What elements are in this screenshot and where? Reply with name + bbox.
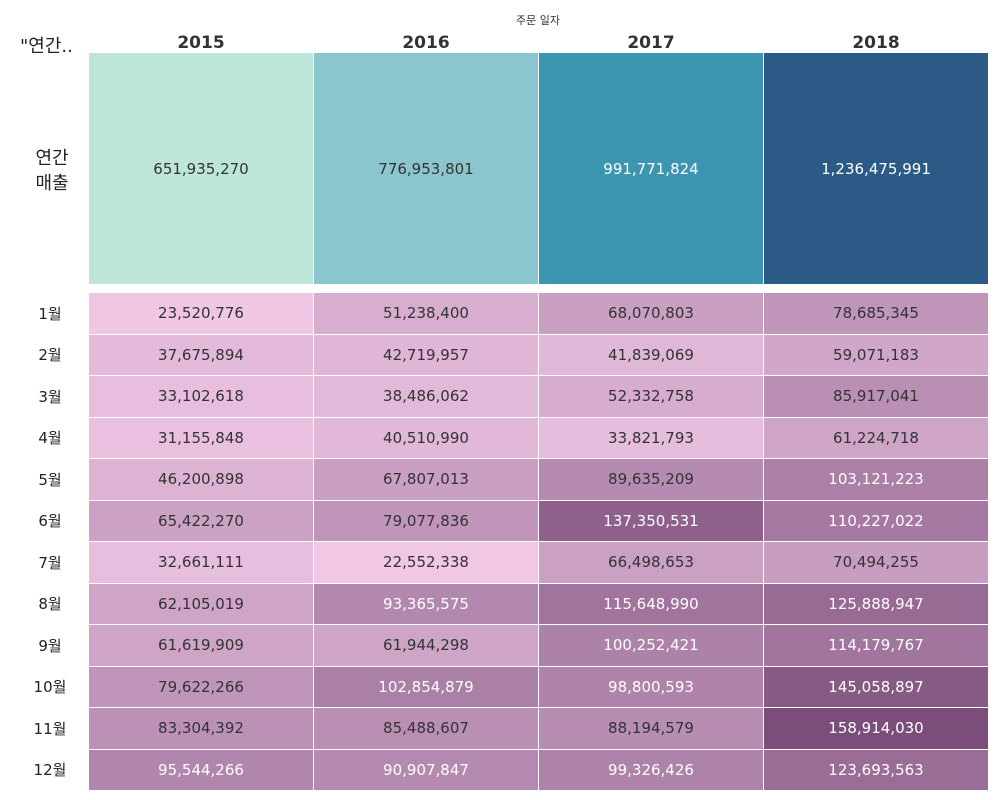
month-cell[interactable]: 90,907,847	[314, 749, 538, 790]
annual-cell-2015[interactable]: 651,935,270	[89, 53, 313, 284]
month-cell[interactable]: 98,800,593	[539, 666, 763, 707]
annual-label-line1: 연간	[35, 148, 69, 169]
month-cell[interactable]: 46,200,898	[89, 459, 313, 500]
month-cell[interactable]: 37,675,894	[89, 334, 313, 375]
annual-cell-2016[interactable]: 776,953,801	[314, 53, 538, 284]
column-header-2018[interactable]: 2018	[852, 33, 900, 53]
month-label[interactable]: 5월	[38, 470, 62, 489]
annual-cell-2018[interactable]: 1,236,475,991	[764, 53, 988, 284]
month-cell[interactable]: 70,494,255	[764, 542, 988, 583]
month-cell[interactable]: 66,498,653	[539, 542, 763, 583]
month-cell[interactable]: 114,179,767	[764, 625, 988, 666]
month-cell[interactable]: 67,807,013	[314, 459, 538, 500]
month-cell[interactable]: 51,238,400	[314, 293, 538, 334]
month-cell[interactable]: 89,635,209	[539, 459, 763, 500]
column-header-2017[interactable]: 2017	[627, 33, 675, 53]
month-cell[interactable]: 78,685,345	[764, 293, 988, 334]
month-cell[interactable]: 61,619,909	[89, 625, 313, 666]
month-cell[interactable]: 83,304,392	[89, 708, 313, 749]
month-cell[interactable]: 85,488,607	[314, 708, 538, 749]
annual-cell-2017[interactable]: 991,771,824	[539, 53, 763, 284]
month-cell[interactable]: 59,071,183	[764, 334, 988, 375]
month-cell[interactable]: 158,914,030	[764, 708, 988, 749]
month-cell[interactable]: 88,194,579	[539, 708, 763, 749]
month-cell[interactable]: 23,520,776	[89, 293, 313, 334]
month-cell[interactable]: 79,622,266	[89, 666, 313, 707]
annual-sales-label: 연간 매출	[22, 146, 82, 196]
month-cell[interactable]: 99,326,426	[539, 749, 763, 790]
month-cell[interactable]: 93,365,575	[314, 583, 538, 624]
column-header-2016[interactable]: 2016	[402, 33, 450, 53]
month-cell[interactable]: 68,070,803	[539, 293, 763, 334]
month-cell[interactable]: 41,839,069	[539, 334, 763, 375]
month-cell[interactable]: 145,058,897	[764, 666, 988, 707]
month-cell[interactable]: 79,077,836	[314, 500, 538, 541]
month-cell[interactable]: 40,510,990	[314, 417, 538, 458]
month-label[interactable]: 12월	[33, 761, 67, 780]
column-axis-title: 주문 일자	[516, 14, 560, 27]
month-cell[interactable]: 125,888,947	[764, 583, 988, 624]
month-cell[interactable]: 42,719,957	[314, 334, 538, 375]
month-cell[interactable]: 62,105,019	[89, 583, 313, 624]
month-cell[interactable]: 110,227,022	[764, 500, 988, 541]
column-header-2015[interactable]: 2015	[177, 33, 225, 53]
month-label[interactable]: 1월	[38, 304, 62, 323]
month-cell[interactable]: 31,155,848	[89, 417, 313, 458]
month-cell[interactable]: 103,121,223	[764, 459, 988, 500]
month-label[interactable]: 3월	[38, 387, 62, 406]
month-label[interactable]: 10월	[33, 678, 67, 697]
month-cell[interactable]: 32,661,111	[89, 542, 313, 583]
month-label[interactable]: 8월	[38, 595, 62, 614]
month-cell[interactable]: 33,821,793	[539, 417, 763, 458]
row-header-title[interactable]: "연간..	[20, 36, 73, 57]
month-cell[interactable]: 61,944,298	[314, 625, 538, 666]
month-label[interactable]: 4월	[38, 429, 62, 448]
month-cell[interactable]: 52,332,758	[539, 376, 763, 417]
month-cell[interactable]: 33,102,618	[89, 376, 313, 417]
month-cell[interactable]: 61,224,718	[764, 417, 988, 458]
month-cell[interactable]: 22,552,338	[314, 542, 538, 583]
month-cell[interactable]: 115,648,990	[539, 583, 763, 624]
month-cell[interactable]: 137,350,531	[539, 500, 763, 541]
month-cell[interactable]: 100,252,421	[539, 625, 763, 666]
month-label[interactable]: 9월	[38, 636, 62, 655]
month-cell[interactable]: 38,486,062	[314, 376, 538, 417]
annual-label-line2: 매출	[35, 173, 69, 194]
month-cell[interactable]: 123,693,563	[764, 749, 988, 790]
month-cell[interactable]: 85,917,041	[764, 376, 988, 417]
month-cell[interactable]: 102,854,879	[314, 666, 538, 707]
month-cell[interactable]: 65,422,270	[89, 500, 313, 541]
month-label[interactable]: 6월	[38, 512, 62, 531]
month-label[interactable]: 11월	[33, 719, 67, 738]
month-label[interactable]: 7월	[38, 553, 62, 572]
month-cell[interactable]: 95,544,266	[89, 749, 313, 790]
month-label[interactable]: 2월	[38, 346, 62, 365]
